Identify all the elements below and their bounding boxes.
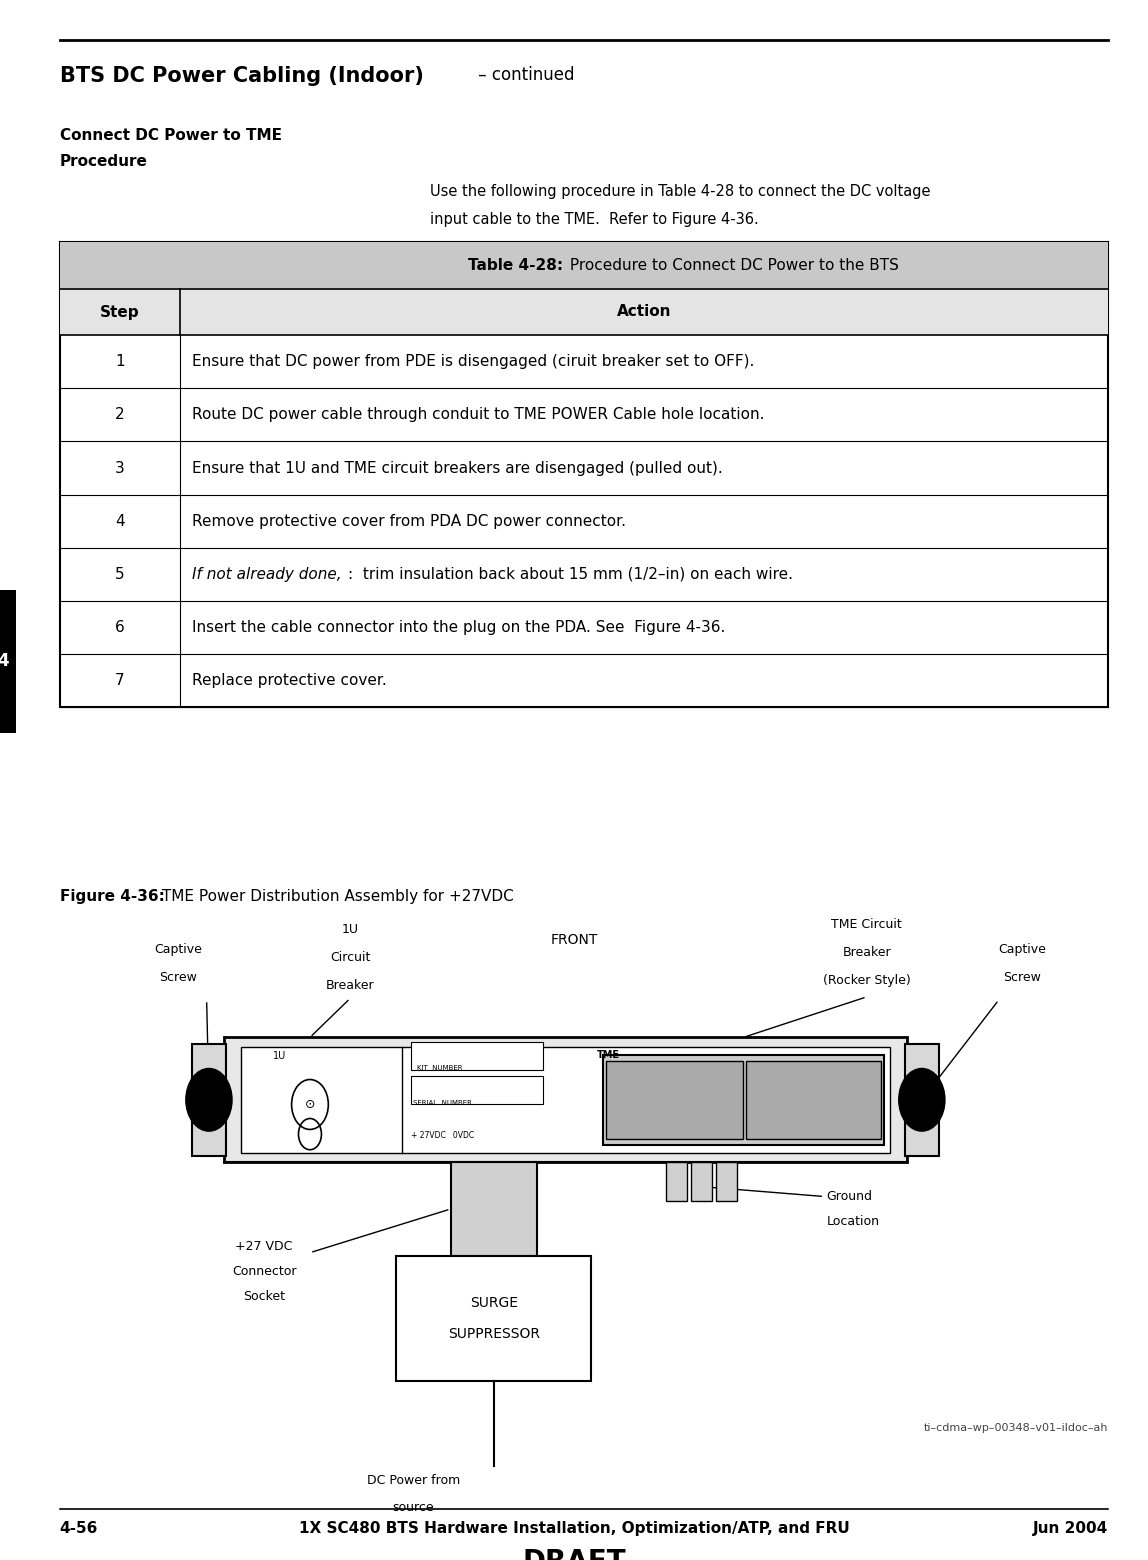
Text: If not already done,: If not already done, — [192, 566, 341, 582]
Text: Step: Step — [100, 304, 140, 320]
Circle shape — [194, 1080, 224, 1120]
Text: DRAFT: DRAFT — [522, 1548, 626, 1560]
Text: Ground: Ground — [827, 1190, 872, 1203]
Bar — [411, 1042, 543, 1070]
Text: TME Power Distribution Assembly for +27VDC: TME Power Distribution Assembly for +27V… — [157, 889, 514, 905]
Bar — [606, 1061, 744, 1139]
Text: 3: 3 — [115, 460, 125, 476]
Text: Connect DC Power to TME: Connect DC Power to TME — [60, 128, 281, 144]
Bar — [224, 1037, 907, 1162]
Text: Captive: Captive — [154, 944, 202, 956]
Text: Captive: Captive — [998, 944, 1046, 956]
Text: TME: TME — [597, 1050, 620, 1059]
Text: Jun 2004: Jun 2004 — [1032, 1521, 1108, 1537]
Text: Connector: Connector — [232, 1265, 296, 1278]
Text: (Rocker Style): (Rocker Style) — [823, 975, 910, 987]
Text: 5: 5 — [115, 566, 125, 582]
Text: Action: Action — [616, 304, 672, 320]
Circle shape — [899, 1069, 945, 1131]
Text: 4: 4 — [0, 652, 9, 671]
Text: ⊙: ⊙ — [304, 1098, 316, 1111]
Bar — [0, 590, 16, 733]
Bar — [905, 1044, 939, 1156]
Circle shape — [907, 1080, 937, 1120]
Text: Use the following procedure in Table 4-28 to connect the DC voltage: Use the following procedure in Table 4-2… — [430, 184, 931, 200]
Bar — [60, 242, 1108, 707]
Text: DC Power from: DC Power from — [366, 1474, 460, 1487]
Text: Table 4-28:: Table 4-28: — [468, 257, 563, 273]
Circle shape — [186, 1069, 232, 1131]
Text: 4-56: 4-56 — [60, 1521, 98, 1537]
Text: Breaker: Breaker — [326, 980, 374, 992]
Text: Figure 4-36:: Figure 4-36: — [60, 889, 164, 905]
Text: 6: 6 — [115, 619, 125, 635]
Bar — [60, 289, 1108, 335]
Text: input cable to the TME.  Refer to Figure 4-36.: input cable to the TME. Refer to Figure … — [430, 212, 759, 228]
Bar — [411, 1076, 543, 1104]
Text: ti–cdma–wp–00348–v01–ildoc–ah: ti–cdma–wp–00348–v01–ildoc–ah — [923, 1423, 1108, 1432]
Text: BTS DC Power Cabling (Indoor): BTS DC Power Cabling (Indoor) — [60, 66, 424, 86]
Bar — [450, 1162, 537, 1256]
Text: Circuit: Circuit — [329, 952, 371, 964]
Text: 4: 4 — [115, 513, 125, 529]
Text: 2: 2 — [115, 407, 125, 423]
Bar — [603, 1055, 884, 1145]
Text: – continued: – continued — [473, 66, 574, 84]
Bar — [60, 242, 1108, 289]
Text: KIT  NUMBER: KIT NUMBER — [417, 1065, 463, 1072]
Text: :  trim insulation back about 15 mm (1/2–in) on each wire.: : trim insulation back about 15 mm (1/2–… — [348, 566, 793, 582]
Text: Screw: Screw — [1003, 972, 1040, 984]
Bar — [192, 1044, 226, 1156]
Bar — [666, 1162, 687, 1201]
Text: SERIAL  NUMBER: SERIAL NUMBER — [413, 1100, 472, 1106]
Bar — [691, 1162, 712, 1201]
Circle shape — [204, 1094, 214, 1106]
Text: SUPPRESSOR: SUPPRESSOR — [448, 1328, 540, 1340]
Bar — [716, 1162, 737, 1201]
Text: 1U: 1U — [342, 924, 358, 936]
Text: Ensure that DC power from PDE is disengaged (ciruit breaker set to OFF).: Ensure that DC power from PDE is disenga… — [192, 354, 754, 370]
Text: 1X SC480 BTS Hardware Installation, Optimization/ATP, and FRU: 1X SC480 BTS Hardware Installation, Opti… — [298, 1521, 850, 1537]
Bar — [396, 1256, 591, 1381]
Text: Procedure to Connect DC Power to the BTS: Procedure to Connect DC Power to the BTS — [565, 257, 899, 273]
Text: FRONT: FRONT — [550, 933, 598, 947]
Text: Remove protective cover from PDA DC power connector.: Remove protective cover from PDA DC powe… — [192, 513, 626, 529]
Text: 1U: 1U — [273, 1051, 287, 1061]
Text: Procedure: Procedure — [60, 154, 148, 170]
Text: Insert the cable connector into the plug on the PDA. See  Figure 4-36.: Insert the cable connector into the plug… — [192, 619, 726, 635]
Text: SURGE: SURGE — [470, 1296, 518, 1309]
Text: Socket: Socket — [243, 1290, 285, 1303]
Text: Breaker: Breaker — [843, 947, 891, 959]
Bar — [746, 1061, 881, 1139]
Text: +27 VDC: +27 VDC — [235, 1240, 293, 1253]
Text: 1: 1 — [115, 354, 125, 370]
Text: + 27VDC   0VDC: + 27VDC 0VDC — [411, 1131, 474, 1140]
Text: Location: Location — [827, 1215, 879, 1228]
Text: Replace protective cover.: Replace protective cover. — [192, 672, 387, 688]
Text: 7: 7 — [115, 672, 125, 688]
Bar — [241, 1047, 890, 1153]
Text: source: source — [393, 1501, 434, 1513]
Circle shape — [917, 1094, 926, 1106]
Text: Ensure that 1U and TME circuit breakers are disengaged (pulled out).: Ensure that 1U and TME circuit breakers … — [192, 460, 722, 476]
Text: Route DC power cable through conduit to TME POWER Cable hole location.: Route DC power cable through conduit to … — [192, 407, 765, 423]
Text: Screw: Screw — [160, 972, 196, 984]
Text: TME Circuit: TME Circuit — [831, 919, 902, 931]
